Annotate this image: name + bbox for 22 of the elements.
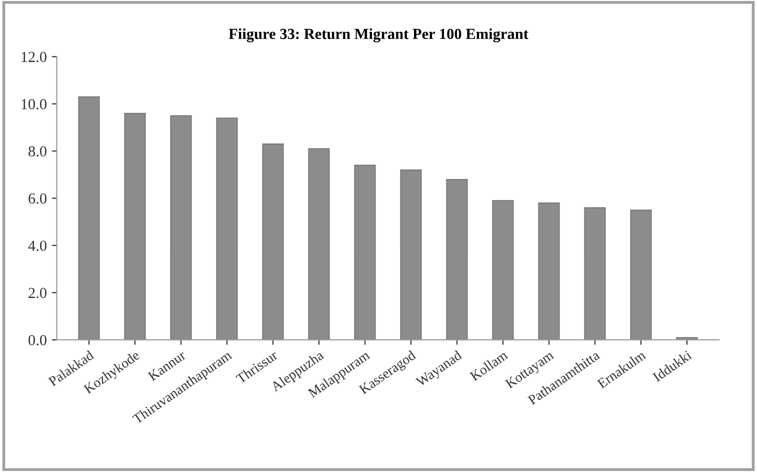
bar [124,112,146,340]
bar [446,178,468,340]
bar [538,202,560,340]
y-tick-label: 0.0 [28,334,46,346]
bar [676,337,698,340]
bar [170,115,192,340]
bar [262,144,284,340]
bar [584,207,606,340]
y-tick-label: 12.0 [22,52,46,62]
y-tick-label: 2.0 [28,288,46,298]
y-tick-label: 8.0 [28,146,46,157]
bar [630,210,652,340]
y-tick-label: 10.0 [22,98,46,110]
bar [308,148,330,340]
bar [78,96,100,340]
y-tick-label: 6.0 [28,193,46,204]
y-tick-label: 4.0 [28,240,46,251]
chart-title: Fiigure 33: Return Migrant Per 100 Emigrant [228,28,528,42]
bar [400,170,422,340]
bar [492,200,514,340]
bar [216,118,238,340]
bar [354,164,376,340]
